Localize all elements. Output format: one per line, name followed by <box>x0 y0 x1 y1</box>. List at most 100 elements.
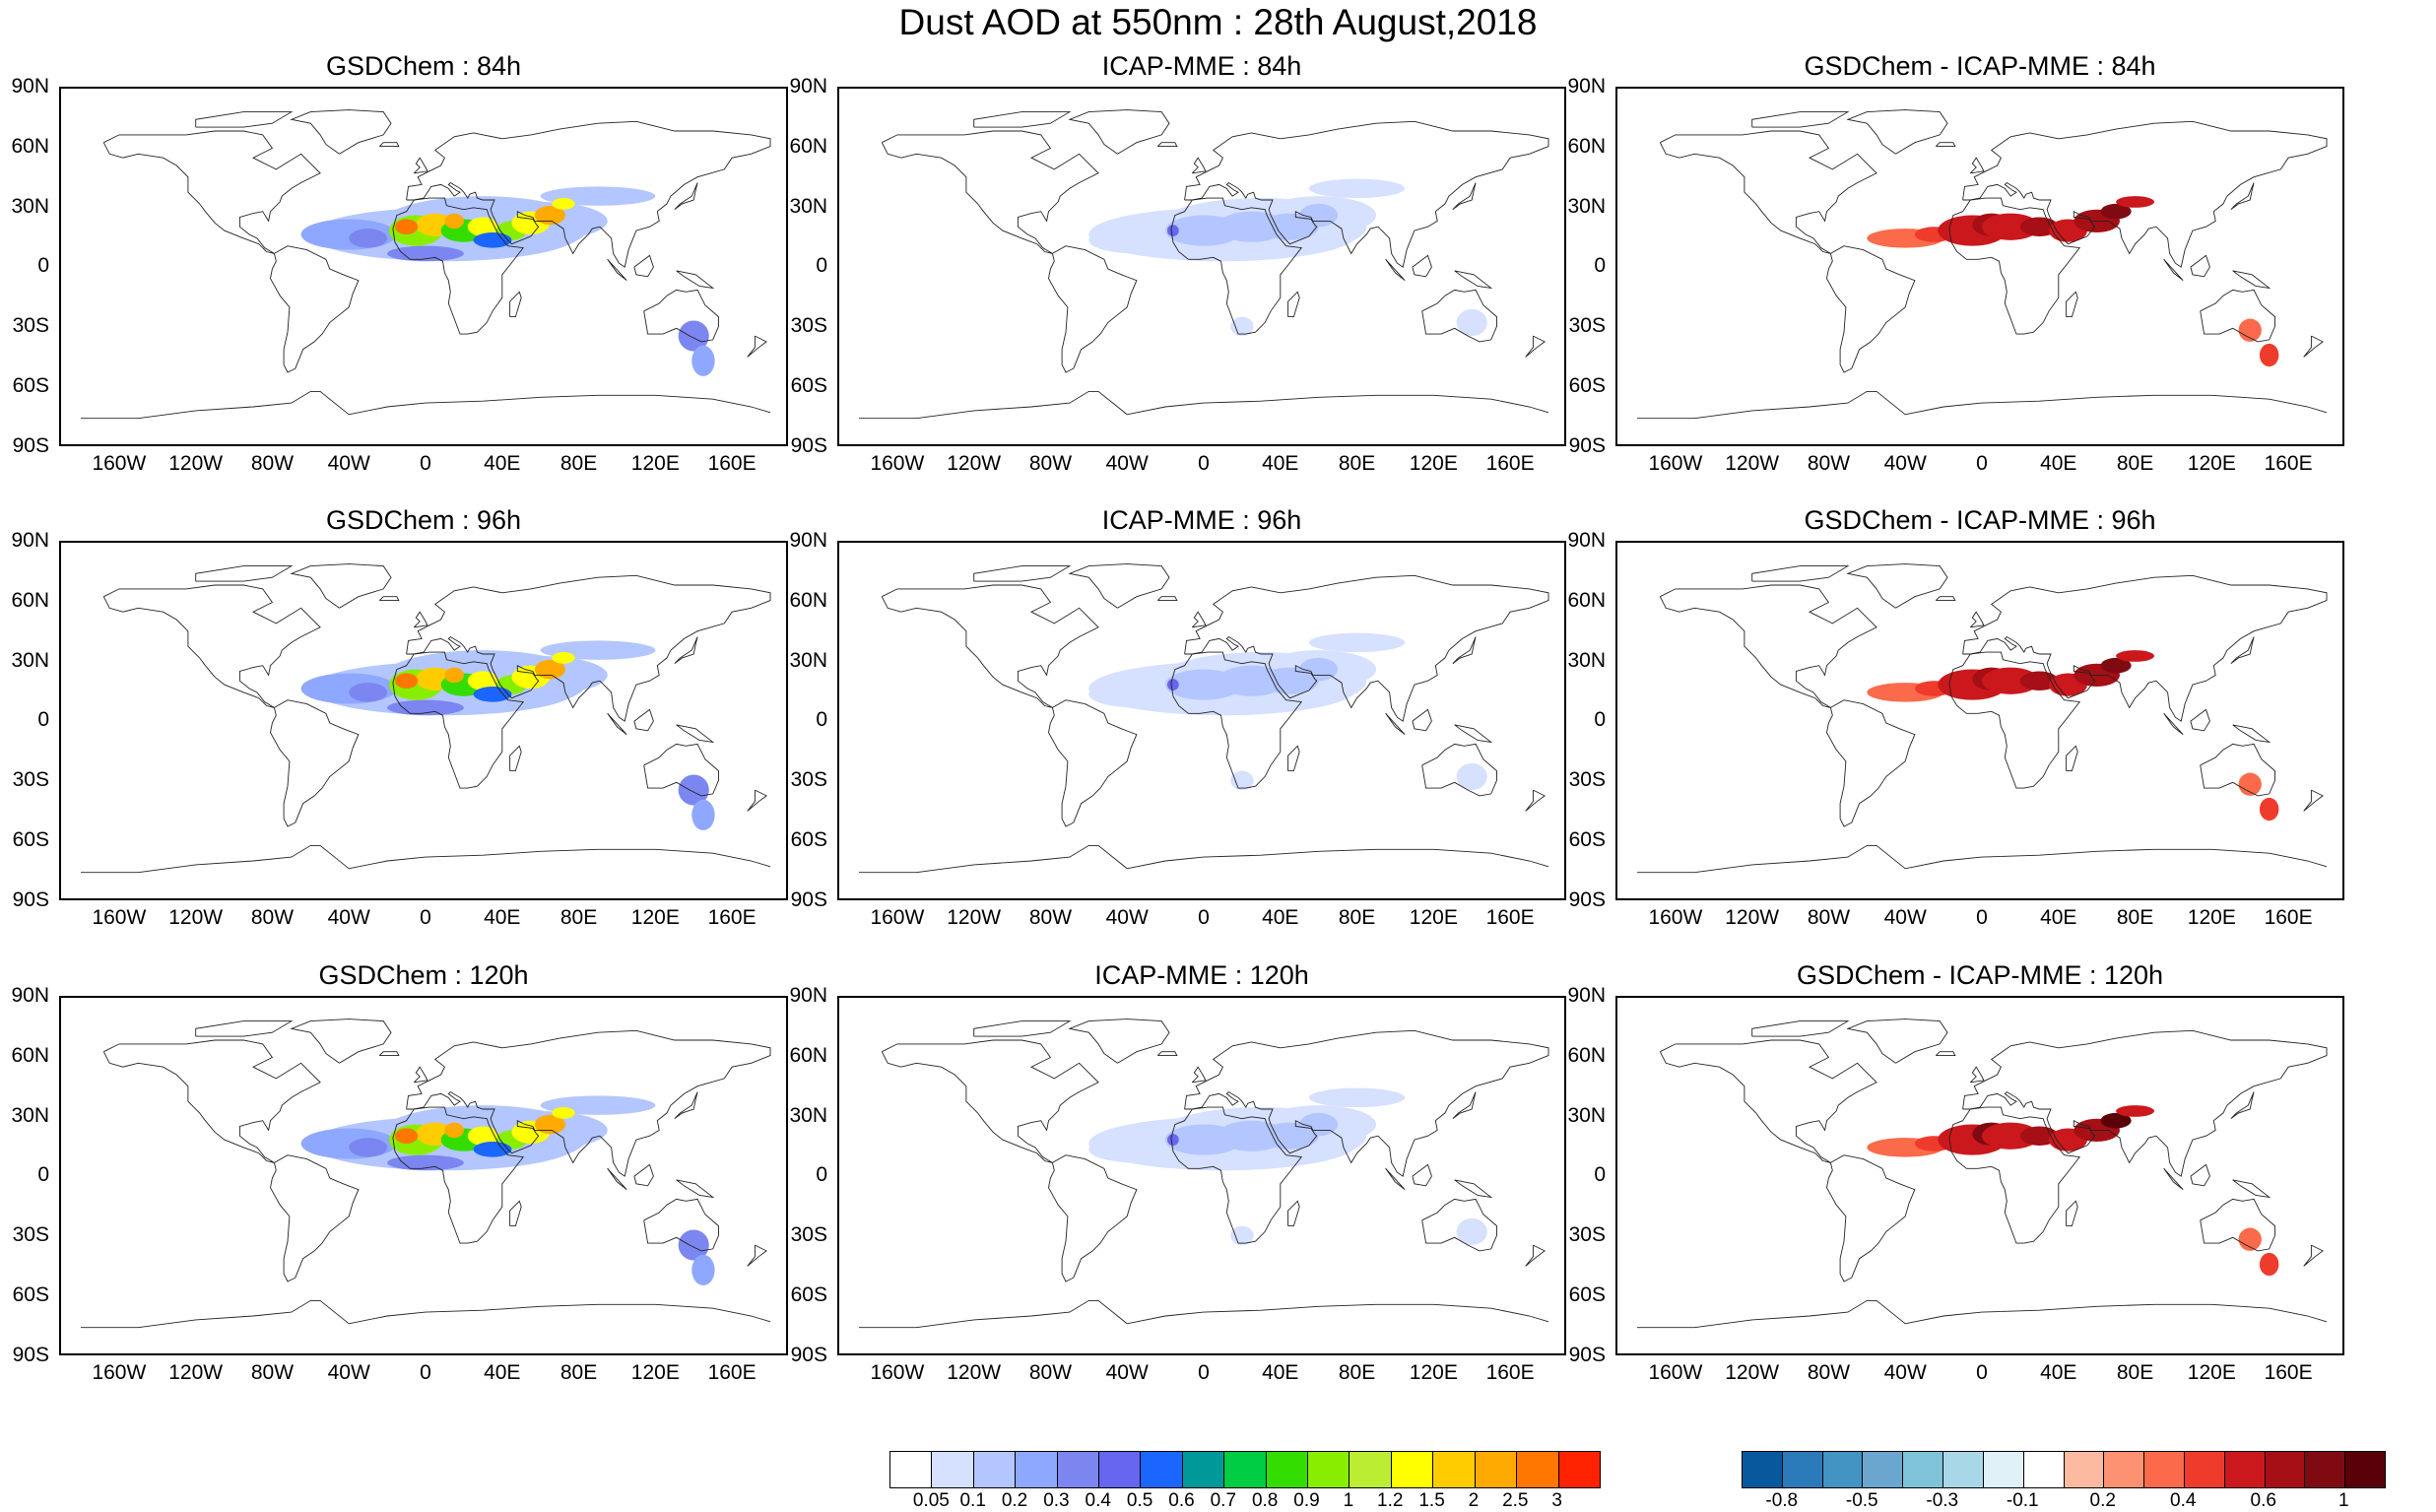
colorbar-swatch <box>1350 1452 1392 1487</box>
coastlines <box>1637 1019 2328 1329</box>
longitude-tick-label: 120W <box>168 906 224 929</box>
coastline <box>881 130 1099 254</box>
latitude-tick-label: 60N <box>11 134 49 158</box>
latitude-tick-label: 30N <box>789 1103 827 1127</box>
dust-field <box>1867 1105 2279 1277</box>
dust-region <box>1308 178 1406 199</box>
latitude-tick-label: 60S <box>790 828 827 851</box>
longitude-tick-label: 80W <box>250 452 295 475</box>
dust-region <box>1167 1134 1179 1146</box>
coastline <box>81 390 771 420</box>
longitude-tick-label: 160E <box>707 906 757 929</box>
colorbar-swatch <box>1057 1452 1100 1487</box>
longitude-tick-label: 40E <box>484 452 521 475</box>
coastline <box>509 745 522 772</box>
dust-region <box>1299 203 1339 228</box>
colorbar-swatch <box>1782 1452 1823 1487</box>
coastlines <box>859 563 1549 874</box>
longitude-tick-label: 0 <box>420 906 431 929</box>
coastline <box>2200 743 2275 797</box>
dust-region <box>444 667 464 684</box>
dust-region <box>1982 667 2040 694</box>
latitude-tick-label: 30S <box>12 768 49 792</box>
longitude-tick-label: 160W <box>870 1361 925 1384</box>
coastline <box>2066 291 2078 318</box>
longitude-tick-label: 80E <box>560 1361 598 1384</box>
latitude-tick-label: 0 <box>37 254 49 278</box>
map-svg <box>1637 1019 2328 1329</box>
panel-title: GSDChem : 84h <box>325 51 522 81</box>
colorbar-tick-label: 0.4 <box>2170 1490 2197 1511</box>
coastline <box>859 1299 1549 1329</box>
longitude-tick-label: 160W <box>1648 1361 1703 1384</box>
dust-region <box>2100 1112 2132 1129</box>
map-panel: GSDChem - ICAP-MME : 120h 90N 60N 30N 0 30S 60… <box>1556 960 2344 1384</box>
latitude-tick-label: 90S <box>1568 433 1606 457</box>
colorbar-tick-label: -0.8 <box>1765 1490 1799 1511</box>
map-svg <box>1637 109 2328 420</box>
colorbar-tick-label: 0.3 <box>1043 1490 1070 1511</box>
colorbar-tick-label: 2.5 <box>1502 1490 1529 1511</box>
coastline <box>1170 197 1303 335</box>
coastline <box>1826 245 1916 373</box>
dust-region <box>444 213 464 230</box>
coastline <box>1525 335 1546 358</box>
longitude-tick-label: 120W <box>1725 1361 1780 1384</box>
longitude-tick-label: 120E <box>2187 906 2236 929</box>
coastline <box>290 109 392 155</box>
dust-field <box>1867 196 2279 367</box>
coastline <box>2303 1244 2324 1267</box>
longitude-tick-label: 80W <box>1807 452 1851 475</box>
coastline <box>509 1200 522 1227</box>
latitude-tick-label: 90S <box>790 887 827 911</box>
latitude-tick-label: 0 <box>816 254 827 278</box>
longitude-tick-label: 40E <box>1262 1361 1299 1384</box>
dust-region <box>349 683 388 702</box>
panel-title: GSDChem - ICAP-MME : 84h <box>1804 51 2156 81</box>
coastline <box>1846 563 1948 609</box>
coastline <box>2230 1091 2255 1120</box>
dust-region <box>387 245 464 262</box>
latitude-tick-label: 90S <box>790 433 827 457</box>
coastline <box>1191 611 1207 628</box>
coastline <box>1935 596 1956 602</box>
colorbar-swatch <box>890 1452 933 1487</box>
dust-region <box>1456 762 1487 791</box>
dust-region <box>691 799 715 830</box>
coastline <box>290 563 392 609</box>
dust-region <box>2238 318 2262 342</box>
coastline <box>747 1244 767 1267</box>
coastline <box>2163 712 2184 736</box>
longitude-tick-label: 160E <box>2264 1361 2313 1384</box>
coastline <box>973 565 1072 582</box>
longitude-tick-label: 120E <box>2187 1361 2236 1384</box>
coastline <box>747 789 767 812</box>
colorbar-swatch <box>2064 1452 2105 1487</box>
coastlines <box>859 1019 1549 1329</box>
coastline <box>392 197 525 335</box>
longitude-tick-label: 160W <box>92 452 147 475</box>
coastline <box>1385 712 1406 736</box>
map-svg <box>81 563 771 874</box>
map-panel: GSDChem - ICAP-MME : 96h 90N 60N 30N 0 30S 60S… <box>1556 505 2344 929</box>
latitude-tick-label: 0 <box>816 708 827 732</box>
map-panel: ICAP-MME : 96h 90N 60N 30N 0 30S 60S 90S 160W 120… <box>778 505 1566 929</box>
latitude-tick-label: 90N <box>11 984 49 1007</box>
longitude-tick-label: 0 <box>420 452 431 475</box>
dust-region <box>394 673 419 689</box>
map-svg <box>1637 563 2328 874</box>
latitude-tick-label: 30N <box>1567 648 1606 672</box>
coastlines <box>81 563 771 874</box>
coastline <box>1068 563 1170 609</box>
latitude-tick-label: 60N <box>1567 1043 1606 1067</box>
latitude-tick-label: 60N <box>1567 588 1606 612</box>
colorbar-swatch <box>1141 1452 1183 1487</box>
colorbar-tick-label: 0.9 <box>1293 1490 1320 1511</box>
dust-region <box>678 774 709 806</box>
longitude-tick-label: 40W <box>1883 452 1927 475</box>
dust-field <box>1088 1087 1487 1246</box>
longitude-tick-label: 160E <box>2264 906 2313 929</box>
coastline <box>102 584 321 708</box>
colorbar-swatch <box>1099 1452 1142 1487</box>
coastlines <box>81 109 771 420</box>
